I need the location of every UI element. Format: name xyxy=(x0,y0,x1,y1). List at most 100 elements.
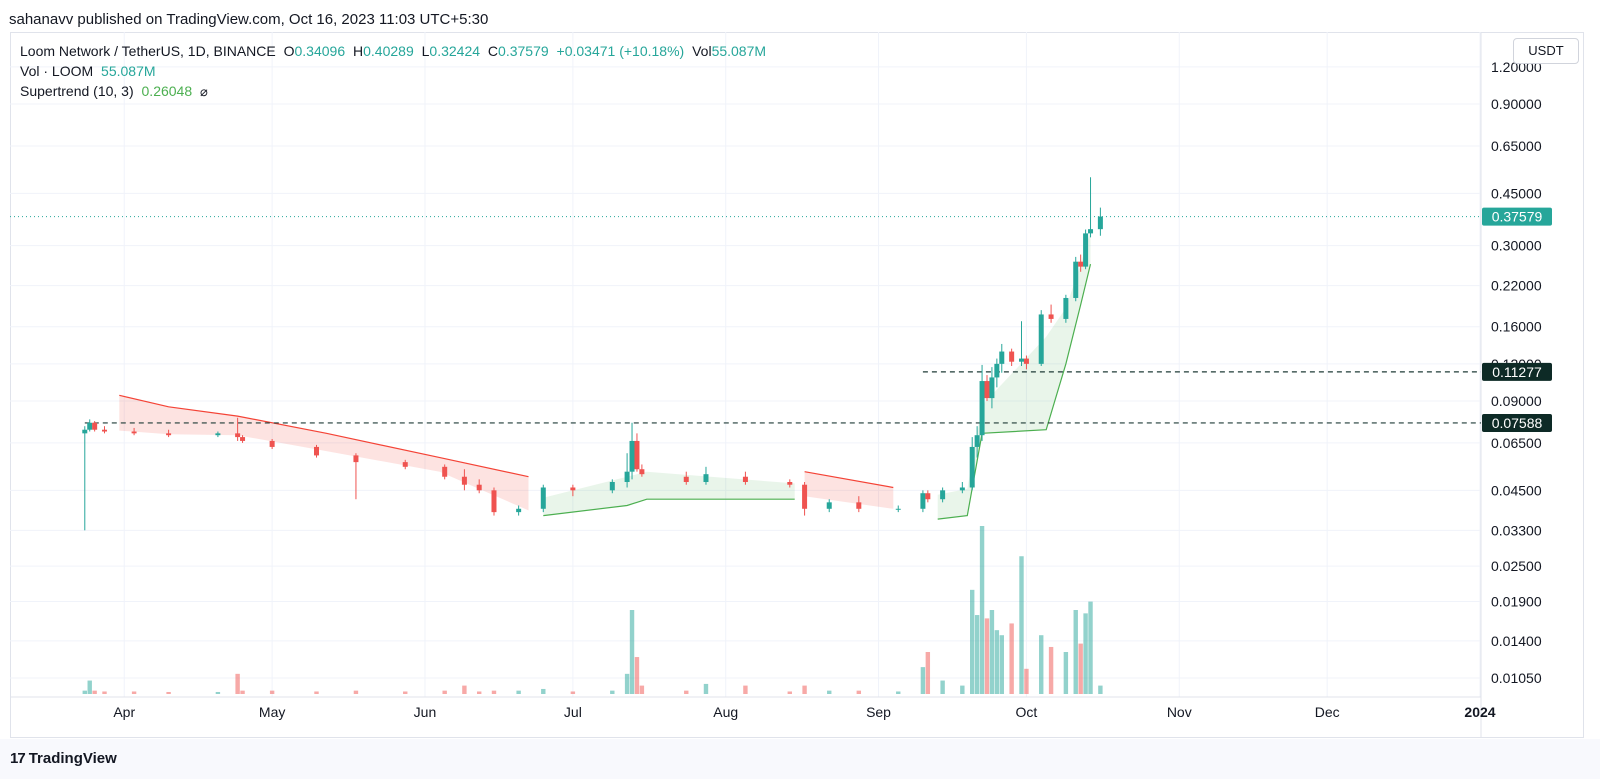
candle-body xyxy=(235,433,241,438)
change-value: +0.03471 (+10.18%) xyxy=(556,43,685,59)
candle-body xyxy=(92,422,98,430)
volume-bar xyxy=(1063,652,1069,694)
candle-body xyxy=(442,466,448,477)
candle-body xyxy=(353,455,359,463)
symbol-legend[interactable]: Loom Network / TetherUS, 1D, BINANCE O0.… xyxy=(20,43,766,59)
candle-body xyxy=(959,487,965,491)
price-tick-label: 0.65000 xyxy=(1491,138,1542,154)
volume-bar xyxy=(269,690,275,694)
candle-body xyxy=(624,471,630,483)
time-tick-label: May xyxy=(259,704,285,720)
supertrend-legend[interactable]: Supertrend (10, 3) 0.26048 ⌀ xyxy=(20,83,208,100)
volume-bar xyxy=(920,667,926,694)
candle-body xyxy=(516,508,522,513)
price-tick-label: 0.01900 xyxy=(1491,594,1542,610)
volume-bar xyxy=(1078,643,1083,694)
level-price-tag: 0.07588 xyxy=(1492,415,1543,431)
low-label: L xyxy=(421,43,430,59)
supertrend-value: 0.26048 xyxy=(141,83,193,99)
candle-body xyxy=(461,476,467,485)
volume-bar xyxy=(634,657,640,694)
candle-body xyxy=(974,435,980,447)
volume-bar xyxy=(703,683,709,694)
time-tick-label: Nov xyxy=(1167,704,1192,720)
candle-body xyxy=(969,446,975,488)
tradingview-logo[interactable]: 17 TradingView xyxy=(10,750,117,767)
publisher-line: sahanavv published on TradingView.com, O… xyxy=(9,11,489,28)
volume-bar xyxy=(856,690,862,694)
candle-body xyxy=(476,484,482,491)
supertrend-name: Supertrend (10, 3) xyxy=(20,83,134,99)
time-tick-label: Dec xyxy=(1315,704,1340,720)
volume-bar xyxy=(896,691,901,694)
candle-body xyxy=(1023,358,1029,364)
volume-legend[interactable]: Vol · LOOM 55.087M xyxy=(20,63,156,79)
volume-bar xyxy=(1048,646,1054,694)
time-tick-label: Apr xyxy=(113,704,135,720)
price-tick-label: 0.06500 xyxy=(1491,435,1542,451)
price-tick-label: 0.09000 xyxy=(1491,393,1542,409)
candle-body xyxy=(166,433,172,436)
hidden-eye-icon[interactable]: ⌀ xyxy=(200,84,208,99)
volume-bar xyxy=(82,690,87,694)
candle-body xyxy=(1097,216,1103,230)
volume-bar xyxy=(1083,613,1088,694)
supertrend-fill xyxy=(804,471,894,509)
candle-body xyxy=(1073,261,1079,298)
candle-body xyxy=(540,487,546,509)
volume-bar xyxy=(1009,623,1014,694)
time-tick-label: Jun xyxy=(414,704,437,720)
candle-body xyxy=(999,351,1005,364)
volume-bar xyxy=(442,690,447,694)
candle-body xyxy=(984,381,990,399)
high-label: H xyxy=(353,43,364,59)
candle-body xyxy=(131,431,137,434)
candle-body xyxy=(102,429,108,432)
candle-body xyxy=(215,433,221,436)
price-chart[interactable]: 1.200000.900000.650000.450000.300000.220… xyxy=(0,0,1600,740)
price-tick-label: 0.90000 xyxy=(1491,96,1542,112)
candle-body xyxy=(1063,297,1069,319)
candle-body xyxy=(1038,314,1044,364)
volume-bar xyxy=(984,618,990,694)
volume-bar xyxy=(989,610,995,694)
volume-bar xyxy=(629,610,635,694)
volume-bar xyxy=(1088,601,1093,694)
volume-indicator-value: 55.087M xyxy=(101,63,156,79)
candle-body xyxy=(609,482,615,491)
volume-bar xyxy=(462,685,467,694)
volume-bar xyxy=(960,685,965,694)
volume-bar xyxy=(491,690,497,694)
volume-bar xyxy=(684,690,689,694)
volume-bar xyxy=(1073,610,1078,694)
volume-bar xyxy=(516,690,521,694)
candle-body xyxy=(683,476,689,483)
candle-body xyxy=(742,476,748,483)
supertrend-line xyxy=(543,498,795,517)
volume-bar xyxy=(974,615,980,694)
volume-bar xyxy=(994,630,1000,694)
candle-body xyxy=(1088,229,1094,234)
volume-bar xyxy=(827,690,832,694)
volume-bar xyxy=(403,691,408,694)
currency-button[interactable]: USDT xyxy=(1513,38,1579,64)
low-value: 0.32424 xyxy=(429,43,481,59)
candle-body xyxy=(895,508,901,510)
time-tick-label: Oct xyxy=(1016,704,1038,720)
candle-body xyxy=(920,493,926,509)
price-tick-label: 0.01400 xyxy=(1491,633,1542,649)
volume-bar xyxy=(570,691,576,694)
volume-bar xyxy=(541,688,546,694)
footer-bar xyxy=(0,739,1600,779)
volume-bar xyxy=(131,691,137,694)
candle-body xyxy=(979,381,985,436)
last-price-tag: 0.37579 xyxy=(1492,209,1543,225)
volume-bar xyxy=(787,691,792,694)
candle-body xyxy=(629,440,635,472)
open-value: 0.34096 xyxy=(294,43,346,59)
price-tick-label: 0.04500 xyxy=(1491,482,1542,498)
high-value: 0.40289 xyxy=(363,43,414,59)
candle-body xyxy=(1019,358,1025,362)
close-label: C xyxy=(487,43,499,59)
candle-body xyxy=(402,462,408,467)
